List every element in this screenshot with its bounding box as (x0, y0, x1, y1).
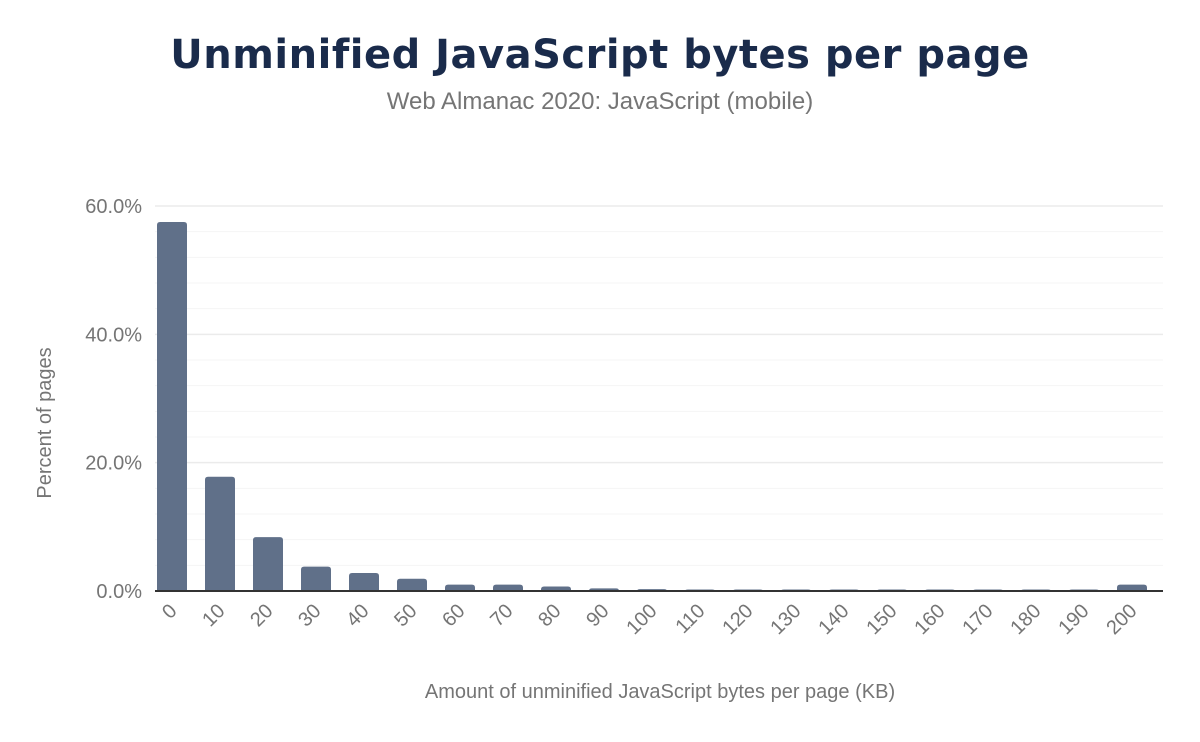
chart-title: Unminified JavaScript bytes per page (170, 32, 1030, 78)
y-axis-label: Percent of pages (34, 347, 56, 498)
x-tick-label: 190 (1054, 600, 1093, 639)
x-tick-label: 200 (1102, 600, 1141, 639)
x-tick-label: 40 (342, 600, 373, 631)
x-tick-label: 80 (534, 600, 565, 631)
bar-10[interactable] (205, 476, 235, 591)
x-tick-label: 100 (622, 600, 661, 639)
x-tick-label: 0 (158, 600, 181, 623)
x-tick-label: 30 (294, 600, 325, 631)
bar-70[interactable] (493, 584, 523, 591)
chart-subtitle: Web Almanac 2020: JavaScript (mobile) (386, 88, 814, 115)
bar-200[interactable] (1117, 584, 1147, 591)
bar-20[interactable] (253, 537, 283, 591)
x-tick-label: 90 (582, 600, 613, 631)
x-tick-label: 110 (671, 600, 709, 638)
y-tick-label: 60.0% (85, 196, 142, 218)
x-tick-label: 10 (198, 600, 229, 631)
y-axis-ticks: 0.0% 20.0% 40.0% 60.0% (85, 196, 142, 603)
x-tick-label: 130 (766, 600, 805, 639)
x-tick-label: 20 (246, 600, 277, 631)
x-tick-label: 50 (390, 600, 421, 631)
bars (157, 222, 1147, 591)
y-tick-label: 20.0% (85, 453, 142, 475)
x-tick-label: 140 (814, 600, 853, 639)
bar-30[interactable] (301, 566, 331, 591)
x-tick-label: 60 (438, 600, 469, 631)
bar-60[interactable] (445, 584, 475, 591)
x-tick-label: 150 (862, 600, 901, 639)
x-tick-label: 120 (718, 600, 757, 639)
gridlines (155, 205, 1163, 566)
x-axis-ticks: 0 10 20 30 40 50 60 70 80 90 100 110 120 130 140 150 160… (158, 600, 1141, 639)
x-tick-label: 170 (958, 600, 997, 639)
x-tick-label: 70 (486, 600, 517, 631)
bar-40[interactable] (349, 573, 379, 591)
x-axis-label: Amount of unminified JavaScript bytes pe… (425, 681, 895, 703)
bar-50[interactable] (397, 578, 427, 591)
y-tick-label: 0.0% (96, 581, 142, 603)
bar-80[interactable] (541, 586, 571, 591)
x-tick-label: 180 (1006, 600, 1045, 639)
bar-0[interactable] (157, 222, 187, 591)
y-tick-label: 40.0% (85, 324, 142, 346)
x-tick-label: 160 (910, 600, 949, 639)
